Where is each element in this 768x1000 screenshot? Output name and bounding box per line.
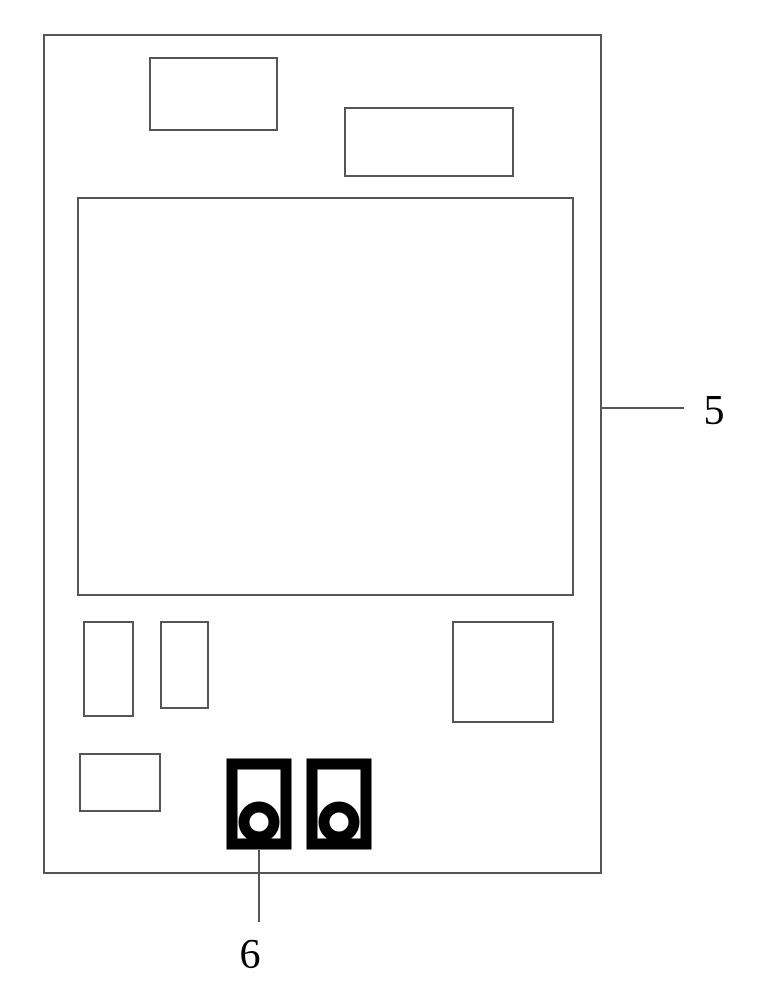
plug-right-ring-icon (324, 807, 354, 837)
callout-5-label: 5 (704, 388, 725, 434)
mid-left-2 (161, 622, 208, 708)
top-left-box (150, 58, 277, 130)
plug-right (312, 764, 366, 844)
top-right-box (345, 108, 513, 176)
main-screen (78, 198, 573, 595)
callout-6-label: 6 (240, 932, 261, 978)
plug-left (232, 764, 286, 844)
lower-left (80, 754, 160, 811)
plug-left-ring-icon (244, 807, 274, 837)
callout-6: 6 (240, 850, 261, 978)
mid-right (453, 622, 553, 722)
schematic-diagram: 56 (0, 0, 768, 1000)
outer-panel (44, 35, 601, 873)
callout-5: 5 (602, 388, 725, 434)
mid-left-1 (84, 622, 133, 716)
